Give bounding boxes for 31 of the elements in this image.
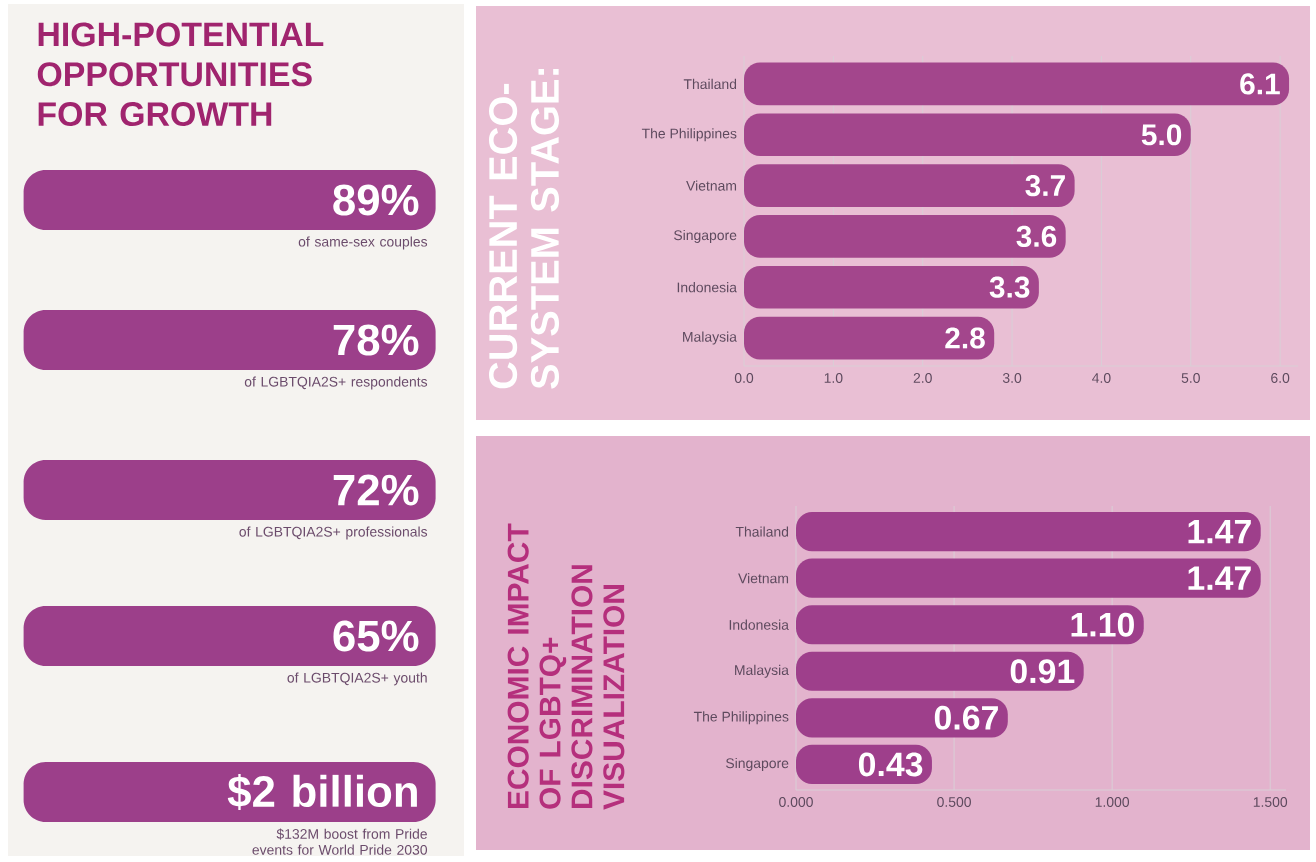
bar <box>796 698 1008 738</box>
bar <box>796 512 1261 552</box>
bar <box>796 651 1084 691</box>
bar <box>796 605 1144 645</box>
data-label: 0.43 <box>858 752 923 777</box>
bar <box>744 316 995 360</box>
bar <box>744 62 1290 106</box>
text: 89% <box>333 184 419 216</box>
data-label: 2.8 <box>945 327 985 349</box>
data-label: 1.47 <box>1188 519 1251 544</box>
text: ECONOMIC IMPACT OF LGBTQ+ DISCRIMINATION VISUALIZATION <box>507 523 625 810</box>
data-label: 3.6 <box>1016 225 1057 248</box>
text: CURRENT ECO-SYSTEM STAGE: <box>488 69 560 389</box>
text: 78% <box>333 324 419 356</box>
bar <box>796 558 1261 598</box>
text: HIGH-POTENTIAL OPPORTUNITIES FOR GROWTH <box>37 22 324 127</box>
text: 72% <box>333 474 419 506</box>
bar <box>744 113 1191 157</box>
text: $2 billion <box>227 774 417 810</box>
bar <box>744 164 1075 207</box>
data-label: 1.47 <box>1188 566 1251 590</box>
data-label: 6.1 <box>1240 73 1280 95</box>
data-label: 5.0 <box>1141 124 1182 146</box>
data-label: 1.10 <box>1071 612 1134 637</box>
data-label: 3.7 <box>1025 174 1065 197</box>
data-label: 0.91 <box>1010 659 1075 684</box>
bar <box>744 215 1066 258</box>
data-label: 0.67 <box>934 705 998 730</box>
data-label: 3.3 <box>989 276 1030 298</box>
text: 65% <box>333 620 419 652</box>
bar <box>744 265 1039 309</box>
